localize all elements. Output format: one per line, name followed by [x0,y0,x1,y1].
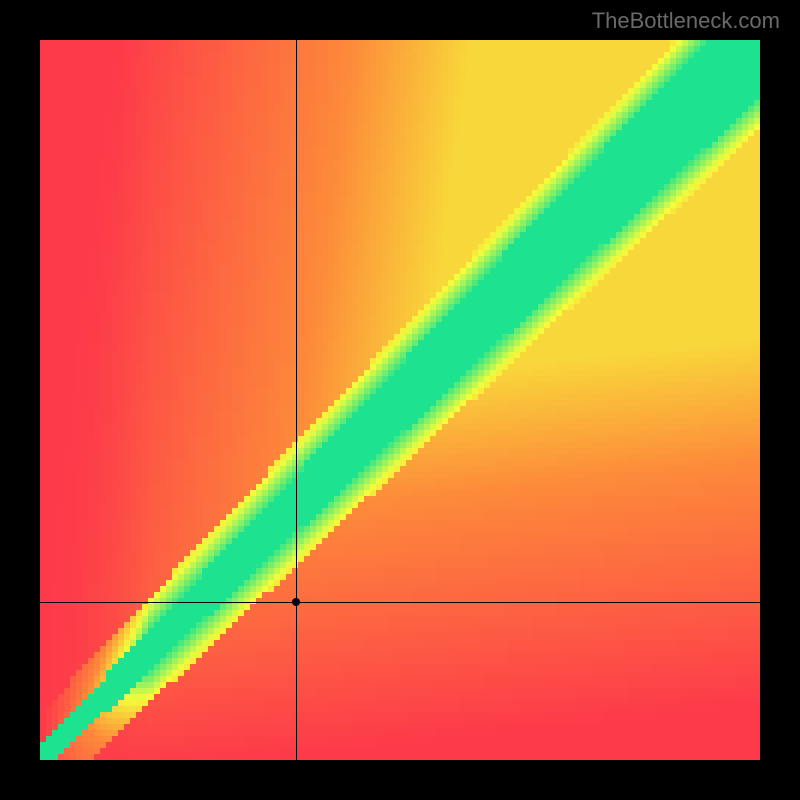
heatmap-canvas [40,40,760,760]
plot-area [40,40,760,760]
chart-container: TheBottleneck.com [0,0,800,800]
crosshair-horizontal [40,602,760,603]
marker-dot [292,598,300,606]
crosshair-vertical [296,40,297,760]
watermark-text: TheBottleneck.com [592,8,780,34]
